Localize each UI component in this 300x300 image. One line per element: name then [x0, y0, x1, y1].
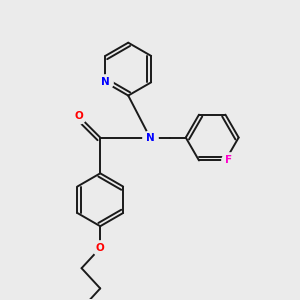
Text: N: N: [101, 77, 110, 87]
Text: N: N: [146, 133, 154, 142]
Text: F: F: [225, 155, 232, 166]
Text: O: O: [96, 243, 105, 253]
Text: O: O: [74, 111, 83, 121]
